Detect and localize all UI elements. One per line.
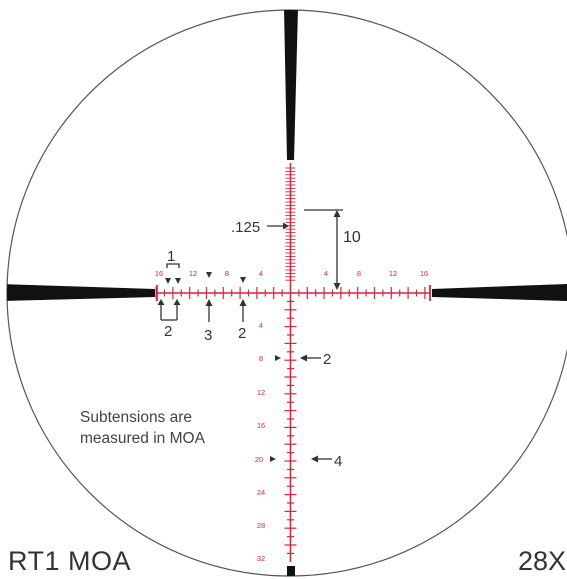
left-post [7, 284, 155, 301]
marker-triangle [240, 277, 246, 283]
note-line-2: measured in MOA [80, 430, 205, 447]
right-post [432, 284, 567, 301]
bottom-post [287, 566, 295, 576]
h-label-left-12: 12 [189, 269, 197, 278]
v-label-28: 28 [257, 521, 265, 530]
v-label-20: 20 [255, 455, 263, 464]
v-label-16: 16 [257, 421, 265, 430]
v-label-24: 24 [257, 488, 265, 497]
horizontal-hash-marks [155, 287, 426, 299]
vertical-4-callout: 4 [334, 453, 342, 470]
v-label-4: 4 [259, 321, 263, 330]
reticle-name: RT1 MOA [8, 546, 132, 576]
v-label-8: 8 [259, 354, 263, 363]
red-reticle [156, 163, 431, 562]
bracket-callout: 2 [164, 323, 172, 340]
marker-triangle [275, 355, 281, 361]
marker-triangle [206, 272, 212, 278]
fine-upper-hash-marks [285, 167, 296, 281]
h-label-right-8: 8 [357, 269, 361, 278]
vertical-hash-marks [284, 300, 297, 555]
vertical-2-callout: 2 [323, 351, 331, 368]
top-post [284, 10, 298, 160]
fine-tick-callout: .125 [231, 219, 260, 236]
v-label-32: 32 [257, 554, 265, 563]
h-label-right-16: 16 [420, 269, 428, 278]
h-label-left-16: 16 [155, 269, 163, 278]
note-line-1: Subtensions are [80, 409, 193, 426]
marker-triangle [175, 278, 181, 284]
marker-triangle [165, 278, 171, 284]
subtension-note: Subtensions are measured in MOA [80, 407, 205, 449]
marker-triangle [270, 456, 276, 462]
left-2-callout: 2 [238, 325, 246, 342]
magnification-label: 28X [518, 546, 567, 576]
h-label-left-8: 8 [225, 269, 229, 278]
left-3-callout: 3 [204, 327, 212, 344]
h-label-right-12: 12 [389, 269, 397, 278]
hash-width-callout: 1 [167, 248, 175, 265]
h-label-left-4: 4 [259, 269, 263, 278]
post-gap-callout: 10 [343, 229, 361, 246]
v-label-12: 12 [257, 388, 265, 397]
h-label-right-4: 4 [324, 269, 328, 278]
